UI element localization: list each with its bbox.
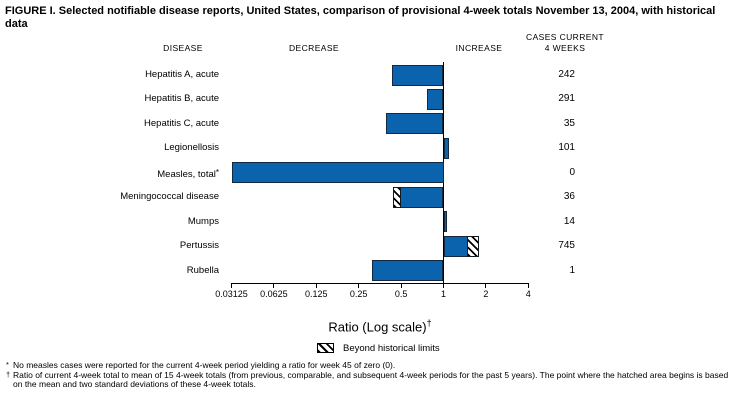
cases-value: 1	[569, 264, 575, 276]
footnotes: * No measles cases were reported for the…	[4, 360, 733, 390]
axis-tick-label: 0.25	[349, 289, 368, 299]
disease-label: Legionellosis	[164, 142, 219, 154]
axis-tick-label: 0.125	[305, 289, 328, 299]
axis-tick	[527, 283, 529, 288]
hatched-swatch-icon	[317, 343, 334, 353]
axis-tick-label: 0.5	[394, 289, 408, 299]
bar	[443, 137, 450, 159]
axis-tick	[231, 283, 232, 288]
column-header-increase: INCREASE	[455, 43, 503, 53]
bar	[426, 88, 444, 110]
bar-hatch-segment	[467, 235, 480, 257]
cases-value: 291	[558, 93, 575, 105]
footnote-dagger-marker: †	[6, 369, 11, 379]
disease-label: Meningococcal disease	[120, 191, 219, 203]
legend-label: Beyond historical limits	[343, 343, 440, 354]
axis-tick	[485, 283, 487, 288]
footnote-ratio-text: Ratio of current 4-week total to mean of…	[13, 369, 729, 389]
x-axis-title: Ratio (Log scale)†	[280, 318, 480, 334]
column-header-cases-line1: CASES CURRENT	[526, 32, 604, 42]
bar	[443, 211, 448, 233]
x-axis-line	[231, 283, 529, 285]
axis-tick	[273, 283, 275, 288]
cases-value: 14	[563, 215, 575, 227]
cases-value: 36	[563, 191, 575, 203]
axis-tick-label: 0.03125	[215, 289, 248, 299]
figure-title: FIGURE I. Selected notifiable disease re…	[5, 5, 716, 30]
column-header-decrease: DECREASE	[289, 43, 339, 53]
disease-label: Hepatitis B, acute	[144, 93, 219, 105]
column-header-disease: DISEASE	[163, 43, 203, 53]
cases-value: 101	[558, 142, 575, 154]
cases-value: 745	[558, 240, 575, 252]
column-header-cases: CASES CURRENT 4 WEEKS	[510, 32, 620, 54]
disease-label: Rubella	[186, 264, 219, 276]
footnote-measles-text: No measles cases were reported for the c…	[13, 360, 396, 370]
footnote-ratio: † Ratio of current 4-week total to mean …	[4, 369, 733, 390]
disease-label: Measles, total*	[157, 167, 219, 180]
bar	[391, 64, 444, 86]
axis-tick-label: 2	[483, 289, 489, 299]
bar	[231, 162, 444, 184]
bar	[385, 113, 444, 135]
ratio-baseline	[442, 62, 445, 283]
disease-label: Mumps	[187, 215, 219, 227]
bar-hatch-segment	[393, 186, 402, 208]
axis-tick	[400, 283, 402, 288]
footnote-measles: * No measles cases were reported for the…	[4, 360, 733, 371]
footnote-asterisk-marker: *	[6, 360, 9, 369]
disease-label: Hepatitis A, acute	[145, 69, 219, 80]
axis-tick-label: 4	[525, 289, 531, 299]
x-axis-title-text: Ratio (Log scale)	[328, 319, 427, 335]
disease-label: Pertussis	[179, 240, 219, 252]
cases-value: 242	[558, 69, 575, 80]
axis-tick	[443, 283, 444, 288]
column-header-cases-line2: 4 WEEKS	[544, 43, 586, 53]
axis-tick	[315, 283, 317, 288]
bar	[371, 260, 444, 282]
axis-tick	[358, 283, 360, 288]
cases-value: 0	[569, 166, 575, 178]
axis-tick-label: 1	[440, 289, 446, 299]
disease-label: Hepatitis C, acute	[144, 117, 219, 129]
axis-tick-label: 0.0625	[260, 289, 288, 299]
cases-value: 35	[563, 117, 575, 129]
x-axis-title-dagger: †	[426, 318, 432, 328]
